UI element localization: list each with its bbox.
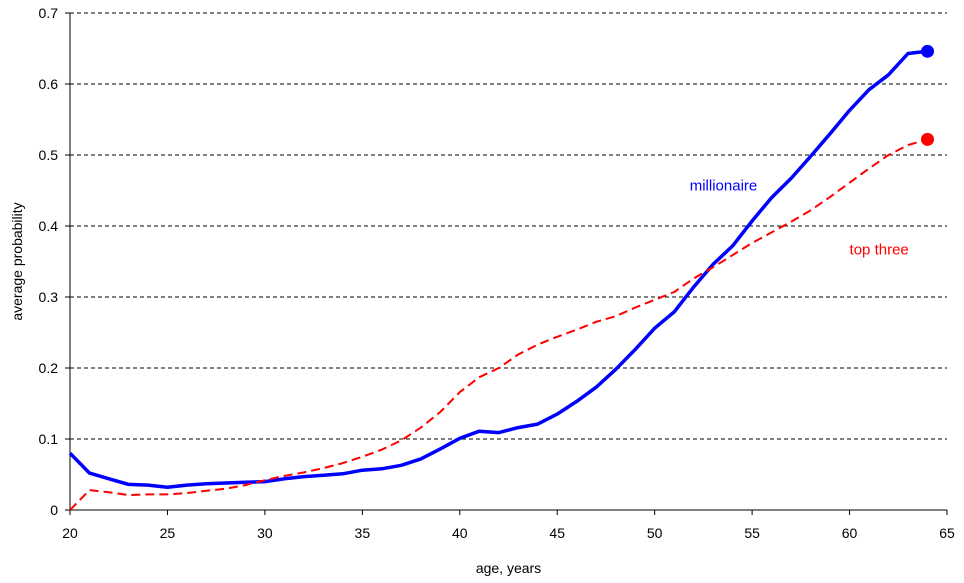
series-annotation-0: millionaire — [690, 178, 758, 195]
y-tick-label: 0.6 — [39, 76, 59, 92]
series-end-marker — [921, 132, 935, 146]
x-tick-label: 35 — [355, 525, 371, 541]
y-axis-title: average probability — [9, 202, 25, 320]
series-end-marker — [921, 44, 935, 58]
y-tick-label: 0 — [50, 502, 58, 518]
x-tick-label: 40 — [452, 525, 468, 541]
series-line-millionaire — [68, 49, 928, 490]
gridlines — [70, 12, 947, 440]
x-tick-label: 30 — [257, 525, 273, 541]
y-tick-label: 0.3 — [39, 289, 59, 305]
y-tick-label: 0.4 — [39, 218, 59, 234]
x-axis-title: age, years — [476, 560, 541, 576]
x-tick-label: 45 — [549, 525, 565, 541]
series-lines — [68, 44, 935, 511]
x-tick-label: 65 — [939, 525, 955, 541]
y-tick-label: 0.2 — [39, 360, 59, 376]
series-line-top-three — [69, 138, 928, 511]
y-tick-label: 0.1 — [39, 431, 59, 447]
series-annotations: millionaire top three — [690, 178, 909, 259]
x-tick-label: 60 — [842, 525, 858, 541]
series-annotation-1: top three — [850, 241, 909, 258]
x-tick-label: 50 — [647, 525, 663, 541]
tick-labels: 0 0.1 0.2 0.3 0.4 0.5 0.6 0.7 20 25 30 35 40 45 50 55 60… — [39, 5, 955, 541]
x-tick-label: 25 — [160, 525, 176, 541]
y-tick-label: 0.5 — [39, 147, 59, 163]
x-tick-label: 55 — [744, 525, 760, 541]
x-tick-label: 20 — [62, 525, 78, 541]
y-tick-label: 0.7 — [39, 5, 59, 21]
axes — [69, 13, 947, 511]
